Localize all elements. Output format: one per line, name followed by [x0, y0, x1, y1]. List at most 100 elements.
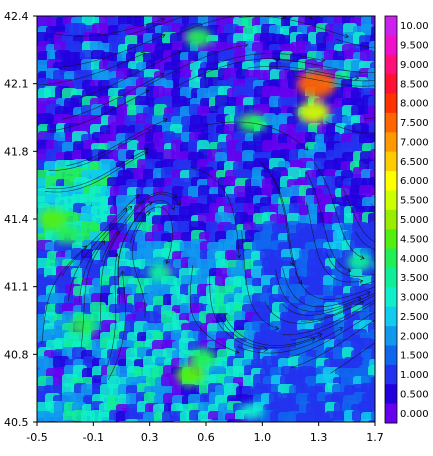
field-cell — [368, 365, 375, 377]
field-hotspot — [189, 348, 217, 368]
field-hotspot — [54, 224, 82, 244]
streamline-arrow — [354, 75, 360, 81]
field-patches — [37, 16, 375, 437]
streamline-arrow — [359, 301, 365, 306]
streamline-arrow — [146, 211, 151, 216]
streamlines — [38, 16, 385, 381]
field-cell — [289, 422, 303, 437]
field-cell — [371, 248, 375, 260]
field-cell — [369, 221, 375, 234]
streamline — [132, 211, 151, 318]
streamline — [68, 208, 128, 301]
streamline — [38, 52, 146, 86]
colorbar-swatch — [385, 112, 397, 133]
streamline — [282, 292, 375, 316]
streamline — [282, 267, 371, 308]
y-tick-label: 41.8 — [4, 145, 29, 158]
streamline — [305, 171, 351, 272]
field-cell — [207, 51, 221, 65]
streamline-arrow — [165, 259, 170, 265]
streamline — [117, 200, 175, 278]
streamline-arrow — [172, 193, 178, 199]
field-cell — [125, 419, 139, 422]
streamline — [290, 319, 375, 369]
streamline — [190, 167, 240, 259]
streamline-arrow — [308, 16, 313, 20]
x-tick-label: -0.5 — [26, 431, 47, 444]
streamline — [106, 193, 181, 260]
field-cell — [91, 104, 104, 116]
field-cell — [206, 221, 218, 234]
streamline — [305, 202, 363, 283]
field-cell — [100, 384, 113, 398]
colorbar-swatch — [385, 35, 397, 56]
field-cell — [172, 421, 186, 422]
colorbar-label: 3.500 — [400, 273, 429, 284]
colorbar-swatch — [385, 54, 397, 75]
field-cell — [71, 421, 83, 422]
field-cell — [189, 410, 201, 422]
field-cell — [110, 422, 122, 437]
streamline — [128, 16, 186, 36]
streamline — [291, 302, 375, 341]
colorbar-swatch — [385, 248, 397, 269]
streamline — [58, 34, 166, 68]
field-cell — [224, 240, 237, 252]
streamline — [61, 194, 140, 277]
x-tick-label: -0.1 — [83, 431, 104, 444]
field-cell — [81, 384, 93, 397]
field-cell — [64, 60, 76, 74]
streamline-arrow — [100, 240, 105, 245]
colorbar-swatch — [385, 190, 397, 211]
streamline — [214, 53, 325, 65]
x-tick-label: 1.7 — [366, 431, 384, 444]
colorbar-swatch — [385, 74, 397, 95]
streamline-arrow — [274, 325, 280, 331]
streamline — [209, 270, 268, 350]
colorbar-label: 2.000 — [400, 331, 429, 342]
streamline — [80, 240, 105, 349]
field-cell — [82, 266, 94, 280]
field-cell — [369, 339, 375, 352]
streamline — [173, 58, 281, 88]
streamline — [343, 188, 375, 243]
streamline-arrow — [236, 254, 242, 259]
colorbar-label: 4.000 — [400, 254, 429, 265]
colorbar-swatch — [385, 93, 397, 114]
streamline-arrow — [310, 337, 316, 342]
colorbar-swatch — [385, 326, 397, 346]
streamline-arrow — [82, 245, 88, 250]
y-tick-label: 42.1 — [4, 78, 29, 91]
y-tick-label: 41.4 — [4, 213, 29, 226]
streamline-arrow — [163, 118, 168, 123]
streamline-arrow — [317, 333, 323, 338]
streamline-arrow — [381, 306, 385, 310]
streamline — [273, 59, 375, 73]
field-hotspot — [240, 403, 264, 420]
field-cell — [314, 401, 326, 414]
field-cell — [251, 266, 264, 278]
colorbar-swatches — [385, 16, 397, 424]
streamline-arrow — [143, 151, 149, 156]
streamline — [46, 148, 149, 190]
streamline — [295, 271, 375, 300]
colorbar-swatch — [385, 403, 397, 424]
streamline — [41, 245, 87, 345]
field-hotspot — [147, 263, 173, 282]
streamline-arrow — [161, 33, 166, 39]
field-cell — [244, 330, 256, 344]
colorbar-label: 0.500 — [400, 389, 429, 400]
streamline — [45, 90, 150, 132]
colorbar-swatch — [385, 171, 397, 191]
field-cell — [56, 421, 72, 422]
streamline — [176, 16, 287, 34]
field-cell — [333, 411, 345, 422]
y-tick-label: 42.4 — [4, 10, 29, 23]
y-axis-ticks: 42.4 42.1 41.8 41.4 41.1 40.8 40.5 — [4, 10, 37, 429]
field-hotspot — [184, 27, 212, 47]
streamline — [247, 66, 359, 79]
field-cell — [134, 212, 146, 225]
streamline-arrow — [243, 43, 249, 48]
streamline — [98, 230, 120, 340]
